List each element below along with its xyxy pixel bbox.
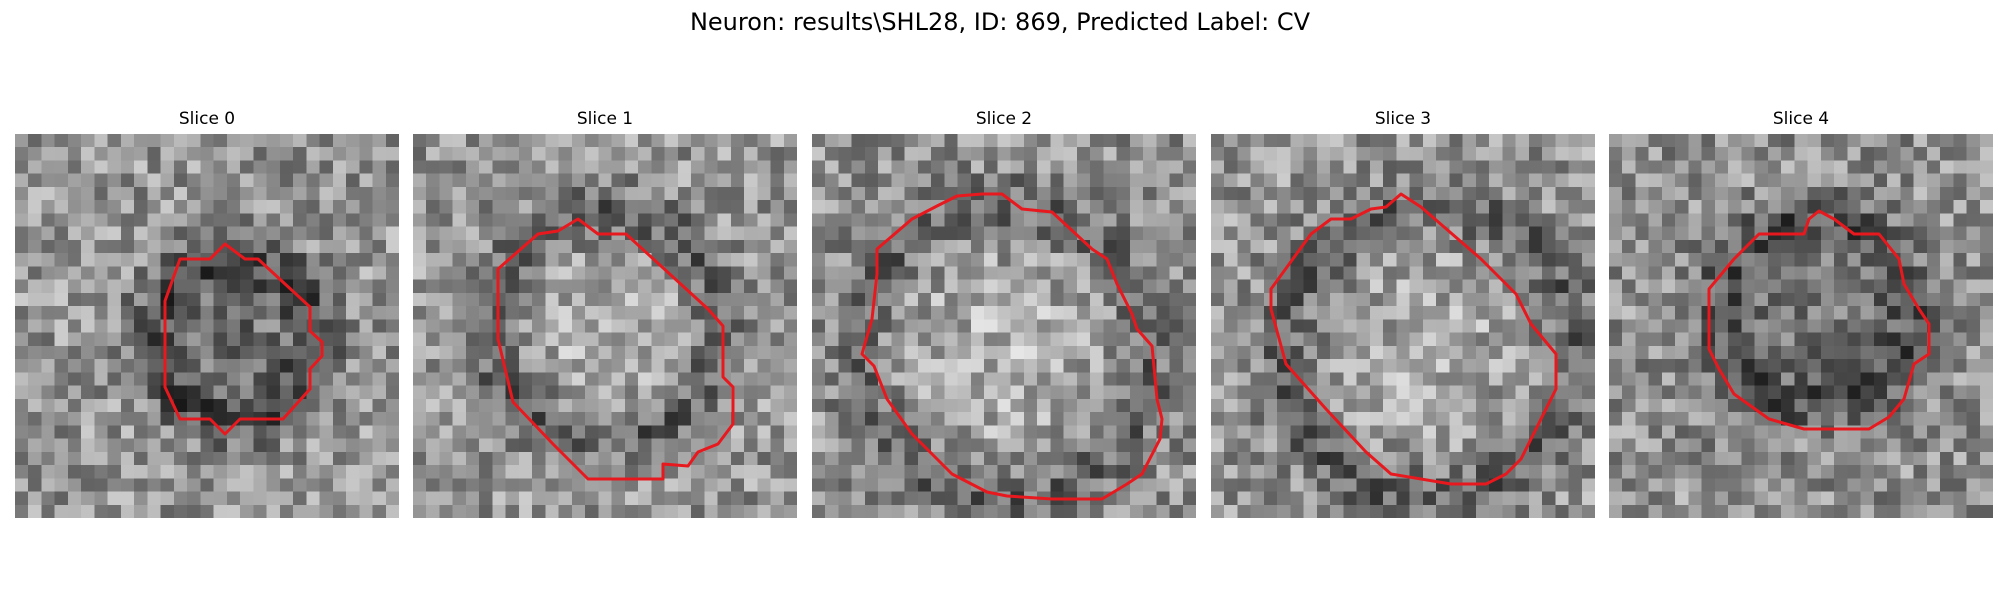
slice-panel-3: Slice 3 bbox=[1211, 108, 1595, 522]
roi-contour-1 bbox=[496, 217, 735, 481]
slice-image-0 bbox=[15, 134, 399, 518]
roi-contour-4 bbox=[1707, 209, 1931, 431]
slice-panel-2: Slice 2 bbox=[812, 108, 1196, 522]
slice-image-3 bbox=[1211, 134, 1595, 518]
roi-contour-2 bbox=[860, 192, 1164, 501]
slice-title-3: Slice 3 bbox=[1374, 109, 1432, 129]
slice-image-1 bbox=[413, 134, 797, 518]
figure-title: Neuron: results\SHL28, ID: 869, Predicte… bbox=[689, 8, 1311, 36]
slice-panel-4: Slice 4 bbox=[1609, 108, 1993, 522]
slice-title-0: Slice 0 bbox=[178, 109, 236, 129]
roi-contour-3 bbox=[1269, 192, 1558, 486]
slice-panel-0: Slice 0 bbox=[15, 108, 399, 522]
slice-title-4: Slice 4 bbox=[1772, 109, 1830, 129]
slice-panel-1: Slice 1 bbox=[413, 108, 797, 522]
roi-contour-0 bbox=[163, 242, 324, 436]
slice-image-4 bbox=[1609, 134, 1993, 518]
slice-title-2: Slice 2 bbox=[975, 109, 1033, 129]
slice-image-2 bbox=[812, 134, 1196, 518]
slice-title-1: Slice 1 bbox=[576, 109, 634, 129]
